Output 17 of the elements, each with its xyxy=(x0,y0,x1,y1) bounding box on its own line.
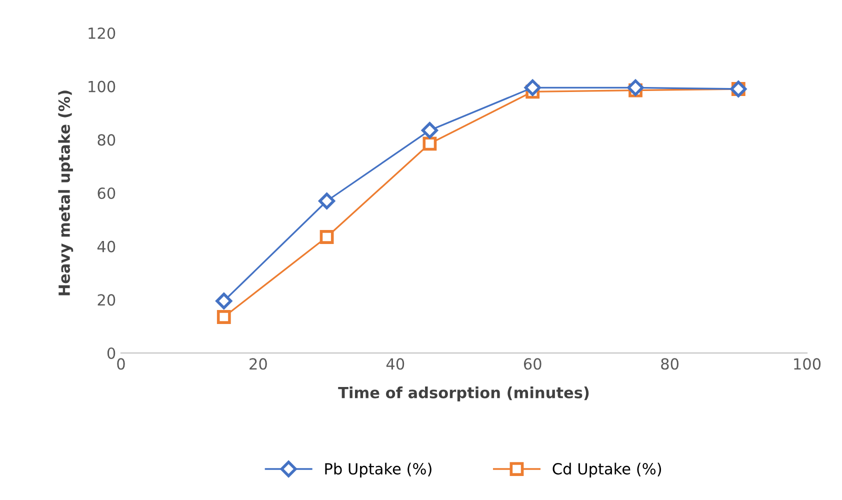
y-tick-label: 0 xyxy=(107,347,116,360)
x-tick-label: 20 xyxy=(250,358,267,370)
y-tick-label: 60 xyxy=(98,187,116,200)
x-axis-title: Time of adsorption (minutes) xyxy=(338,386,589,402)
x-tick-label: 60 xyxy=(524,358,542,370)
y-tick-label: 20 xyxy=(98,294,116,306)
legend-label: Pb Uptake (%) xyxy=(325,462,432,478)
y-tick-label: 120 xyxy=(88,27,116,40)
y-tick-label: 80 xyxy=(98,134,116,146)
x-tick-label: 0 xyxy=(117,358,125,370)
x-tick-label: 100 xyxy=(794,358,821,370)
x-tick-label: 80 xyxy=(661,358,679,370)
y-tick-label: 40 xyxy=(97,240,116,252)
y-tick-label: 100 xyxy=(88,80,116,92)
y-axis-title: Heavy metal uptake (%) xyxy=(58,90,74,296)
legend-label: Cd Uptake (%) xyxy=(552,462,662,478)
x-tick-label: 40 xyxy=(386,358,404,370)
